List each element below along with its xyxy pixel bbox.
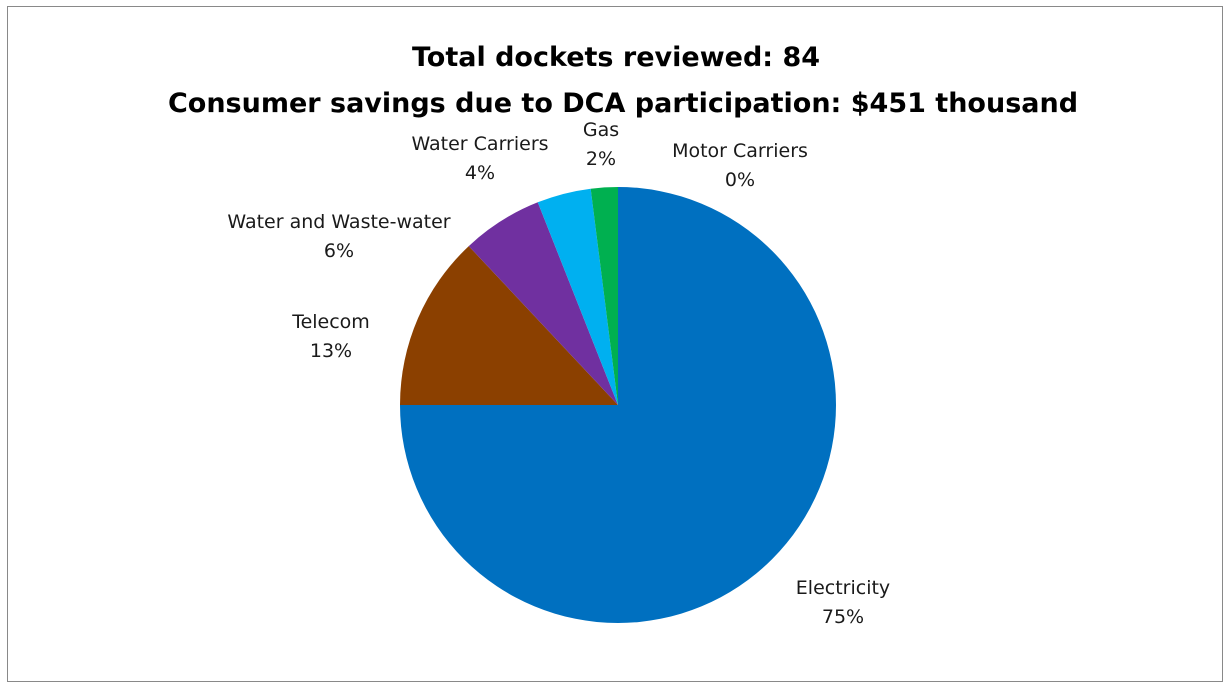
pie-slice-telecom [400,246,618,405]
slice-percent-gas: 2% [586,148,616,170]
slice-percent-electricity: 75% [822,606,864,628]
slice-label-gas: Gas [583,119,619,141]
slice-label-telecom: Telecom [291,311,370,333]
pie-slice-water-and-waste-water [468,202,618,405]
slice-label-electricity: Electricity [796,577,890,599]
slice-percent-motor-carriers: 0% [725,169,755,191]
slice-percent-water-carriers: 4% [465,162,495,184]
slice-label-water-and-waste-water: Water and Waste-water [227,211,450,233]
slice-labels: Electricity 75% Telecom 13% Water and Waste-… [227,119,890,628]
slice-percent-water-and-waste-water: 6% [324,240,354,262]
pie-slices [400,187,836,623]
chart-title: Total dockets reviewed: 84 [412,42,820,73]
slice-label-water-carriers: Water Carriers [411,133,548,155]
chart-subtitle: Consumer savings due to DCA participatio… [168,88,1078,119]
slice-label-motor-carriers: Motor Carriers [672,140,808,162]
slice-percent-telecom: 13% [310,340,352,362]
pie-slice-gas [590,187,618,405]
pie-slice-water-carriers [537,188,618,405]
